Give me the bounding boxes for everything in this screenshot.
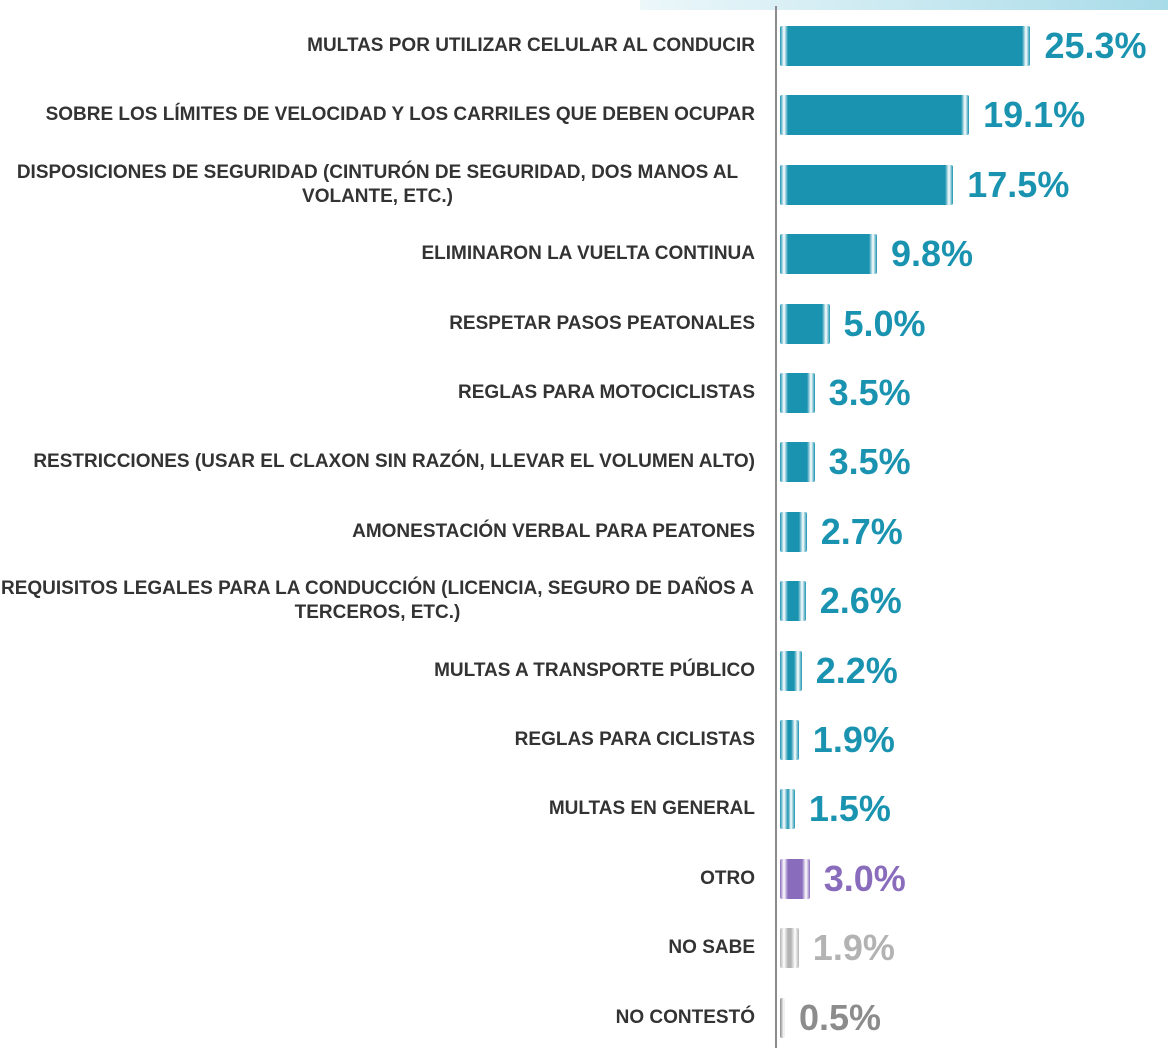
value-label: 1.5% bbox=[808, 788, 891, 830]
bar bbox=[780, 858, 810, 899]
header-band bbox=[640, 0, 1168, 10]
bar bbox=[780, 95, 970, 136]
category-label: MULTAS POR UTILIZAR CELULAR AL CONDUCIR bbox=[307, 35, 755, 56]
value-label: 2.7% bbox=[820, 510, 903, 552]
value-label: 5.0% bbox=[843, 302, 926, 344]
bar bbox=[780, 720, 799, 760]
category-label: SOBRE LOS LÍMITES DE VELOCIDAD Y LOS CAR… bbox=[45, 104, 755, 126]
category-label: ELIMINARON LA VUELTA CONTINUA bbox=[421, 243, 755, 265]
category-label: REQUISITOS LEGALES PARA LA CONDUCCIÓN (L… bbox=[0, 578, 754, 624]
bar bbox=[780, 650, 802, 691]
value-label: 25.3% bbox=[1044, 25, 1147, 66]
value-label: 1.9% bbox=[812, 719, 895, 760]
category-label: OTRO bbox=[700, 867, 755, 889]
value-label: 2.2% bbox=[815, 649, 898, 691]
value-label: 0.5% bbox=[798, 996, 881, 1038]
bar bbox=[780, 928, 799, 969]
bar bbox=[780, 234, 878, 275]
category-label: RESTRICCIONES (USAR EL CLAXON SIN RAZÓN,… bbox=[33, 451, 755, 473]
category-label: REGLAS PARA CICLISTAS bbox=[514, 729, 755, 750]
value-label: 3.5% bbox=[828, 372, 911, 413]
bar bbox=[780, 511, 807, 552]
value-label: 17.5% bbox=[967, 163, 1070, 205]
bar bbox=[780, 26, 1031, 66]
bar bbox=[780, 442, 815, 483]
category-label: NO SABE bbox=[668, 937, 755, 959]
category-label: AMONESTACIÓN VERBAL PARA PEATONES bbox=[352, 520, 755, 542]
value-label: 2.6% bbox=[819, 580, 902, 622]
value-label: 3.5% bbox=[828, 441, 911, 483]
bar bbox=[780, 164, 954, 205]
bar bbox=[780, 997, 785, 1038]
value-label: 9.8% bbox=[891, 233, 974, 275]
bar bbox=[780, 581, 806, 622]
category-label: DISPOSICIONES DE SEGURIDAD (CINTURÓN DE … bbox=[16, 161, 739, 207]
category-label: REGLAS PARA MOTOCICLISTAS bbox=[458, 382, 755, 403]
value-label: 3.0% bbox=[823, 857, 906, 899]
category-axis bbox=[775, 6, 777, 1048]
bar bbox=[780, 789, 795, 830]
category-label: MULTAS A TRANSPORTE PÚBLICO bbox=[434, 659, 755, 681]
bar bbox=[780, 303, 830, 344]
category-label: NO CONTESTÓ bbox=[615, 1006, 755, 1028]
bar bbox=[780, 373, 815, 413]
category-label: RESPETAR PASOS PEATONALES bbox=[449, 312, 755, 334]
value-label: 19.1% bbox=[983, 94, 1086, 136]
category-label: MULTAS EN GENERAL bbox=[548, 798, 755, 820]
value-label: 1.9% bbox=[812, 927, 895, 969]
